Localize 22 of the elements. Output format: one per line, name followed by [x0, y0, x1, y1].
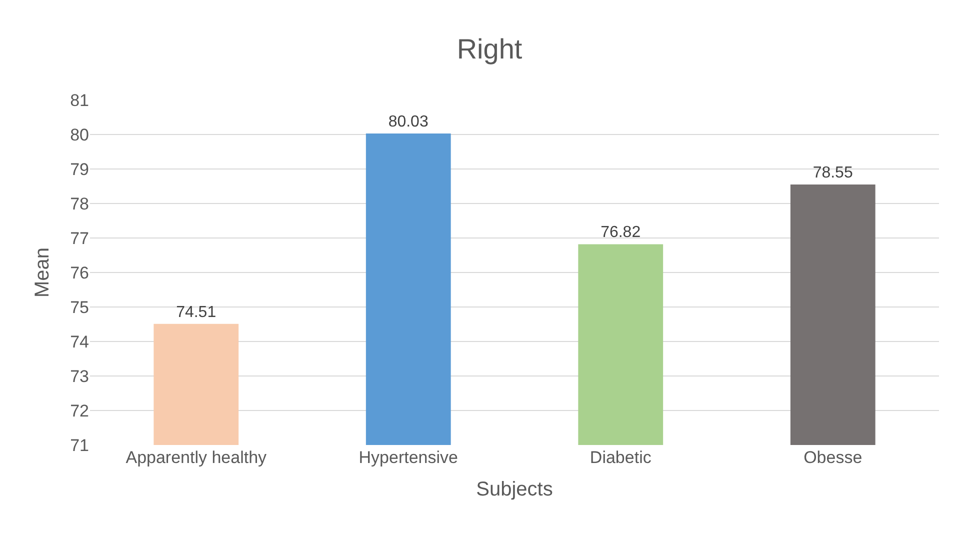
y-tick-label: 79	[70, 160, 89, 179]
y-tick-label: 73	[70, 366, 89, 386]
data-label: 80.03	[388, 113, 428, 130]
x-tick-label: Hypertensive	[358, 448, 458, 467]
y-tick-label: 72	[70, 401, 89, 420]
data-label: 76.82	[600, 224, 641, 242]
y-tick-label: 78	[70, 194, 89, 214]
y-axis-title: Mean	[32, 247, 54, 298]
x-axis-title: Subjects	[476, 478, 553, 500]
x-tick-label: Diabetic	[590, 448, 652, 467]
y-tick-label: 77	[70, 228, 89, 248]
y-tick-label: 71	[70, 436, 89, 455]
y-tick-label: 80	[70, 125, 89, 144]
x-tick-label: Obesse	[804, 448, 862, 467]
data-label: 74.51	[176, 304, 216, 321]
y-tick-label: 74	[70, 332, 89, 352]
y-tick-label: 76	[70, 263, 89, 282]
x-tick-label: Apparently healthy	[126, 448, 268, 467]
y-tick-label: 81	[70, 90, 89, 110]
data-label: 78.55	[812, 164, 853, 182]
y-tick-label: 75	[70, 298, 89, 317]
chart-title: Right	[456, 33, 522, 64]
